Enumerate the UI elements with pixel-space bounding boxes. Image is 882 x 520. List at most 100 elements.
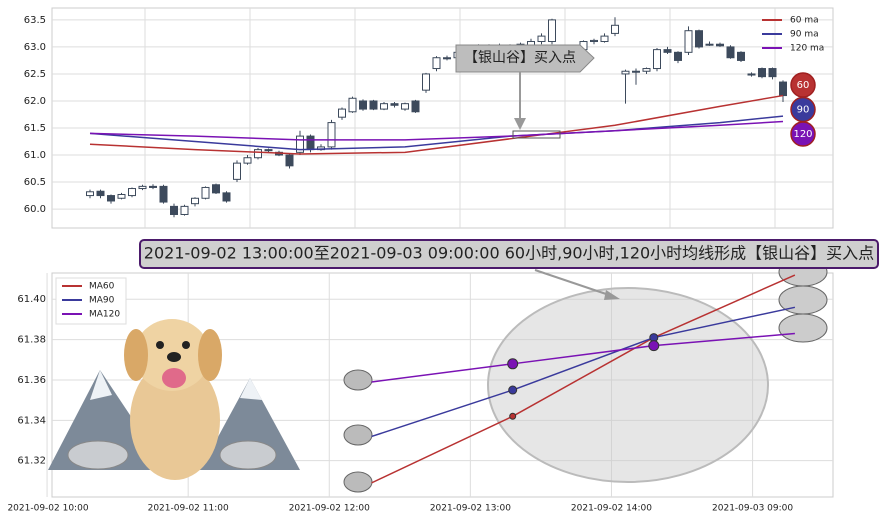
candle-body: [758, 68, 766, 78]
candle-body: [327, 122, 336, 148]
candle-body: [128, 188, 136, 197]
x-tick-label: 2021-09-02 13:00: [430, 504, 511, 514]
ma-point: [508, 385, 518, 395]
candle-body: [212, 184, 220, 194]
legend-label: 60 ma: [790, 16, 819, 26]
legend-label: MA60: [89, 282, 115, 292]
ingot: [219, 440, 277, 470]
ma-badge-label: 60: [797, 80, 810, 91]
candle-body: [401, 103, 409, 110]
candle-body: [348, 97, 357, 113]
candle-body: [432, 57, 441, 70]
candle-body: [663, 49, 672, 53]
candle-body: [422, 73, 430, 91]
candle-body: [548, 19, 556, 43]
dog-eye: [182, 341, 190, 349]
ma-line: [371, 274, 796, 484]
y-tick-label: 61.0: [24, 150, 46, 161]
candle-body: [737, 51, 745, 61]
y-tick-label: 63.5: [24, 15, 46, 26]
candle-body: [684, 30, 693, 53]
annotation-arrow-box: [455, 44, 595, 73]
dog-eye: [156, 341, 164, 349]
annotation-text: 【银山谷】买入点: [464, 50, 576, 66]
signal-box: [512, 130, 561, 139]
highlight-ellipse: [487, 287, 769, 483]
candle-body: [390, 103, 399, 106]
dog-body: [130, 360, 220, 480]
candle-body: [768, 68, 777, 78]
candle-body: [716, 43, 724, 47]
candle-body: [149, 185, 157, 188]
candle-body: [222, 192, 231, 202]
ma-line: [371, 306, 796, 438]
top-plot-area: [51, 7, 834, 229]
legend-label: 90 ma: [790, 30, 819, 40]
candle-body: [306, 135, 315, 151]
legend-label: MA120: [89, 310, 120, 320]
y-tick-label: 62.5: [24, 69, 46, 80]
banner-pointer: [534, 269, 613, 297]
banner-pointer-head: [604, 290, 620, 300]
y-tick-label: 62.0: [24, 96, 46, 107]
annotation-pointer-head: [514, 118, 526, 130]
candle-body: [264, 149, 273, 152]
candle-body: [674, 51, 682, 61]
candle-body: [180, 205, 189, 215]
ma-line: [89, 94, 784, 155]
candle-body: [117, 193, 126, 199]
candle-body: [726, 46, 735, 59]
candle-body: [443, 57, 451, 60]
dog-ear: [124, 329, 148, 381]
dog-tongue: [162, 368, 186, 388]
candle-body: [779, 81, 787, 97]
candle-body: [705, 43, 714, 46]
x-tick-label: 2021-09-02 12:00: [289, 504, 370, 514]
candle-body: [747, 73, 756, 76]
candle-body: [296, 135, 304, 153]
banner: [139, 239, 879, 269]
ma-badge-label: 120: [793, 129, 812, 140]
banner-text: 2021-09-02 13:00:00至2021-09-03 09:00:00 …: [144, 244, 874, 263]
decoration: [48, 257, 828, 493]
candle-body: [380, 103, 388, 110]
candle-body: [107, 195, 115, 202]
snow: [90, 370, 112, 400]
candle-body: [243, 157, 252, 164]
candle-body: [695, 30, 703, 48]
ma-point: [509, 412, 517, 420]
y-tick-label: 63.0: [24, 42, 46, 53]
y-tick-label: 61.36: [17, 375, 46, 386]
snow: [240, 378, 262, 400]
legend-label: MA90: [89, 296, 115, 306]
x-tick-label: 2021-09-02 14:00: [571, 504, 652, 514]
candle-body: [201, 186, 210, 199]
ingot: [343, 471, 373, 493]
candle-body: [159, 185, 168, 203]
candle-body: [653, 49, 661, 70]
x-tick-label: 2021-09-03 09:00: [712, 504, 793, 514]
candle-body: [632, 70, 640, 73]
y-tick-label: 61.34: [17, 415, 46, 426]
ma-line: [89, 115, 784, 151]
candle-body: [611, 24, 619, 34]
legend-label: 120 ma: [790, 44, 824, 54]
y-tick-label: 61.5: [24, 123, 46, 134]
ingot: [67, 440, 129, 470]
candle-body: [642, 68, 651, 72]
ingot: [343, 424, 373, 446]
candle-body: [285, 154, 294, 167]
ma-point: [648, 340, 660, 352]
dog-ear: [198, 329, 222, 381]
ma-line: [371, 332, 795, 383]
candle-body: [600, 35, 609, 43]
x-tick-label: 2021-09-02 11:00: [148, 504, 229, 514]
candle-body: [233, 162, 241, 180]
ma-line: [89, 120, 784, 141]
candle-body: [254, 149, 262, 159]
candle-body: [411, 100, 420, 113]
candle-body: [96, 190, 105, 197]
ingot: [778, 313, 828, 343]
x-tick-label: 2021-09-02 10:00: [7, 504, 88, 514]
ma-badge-label: 90: [797, 105, 810, 116]
